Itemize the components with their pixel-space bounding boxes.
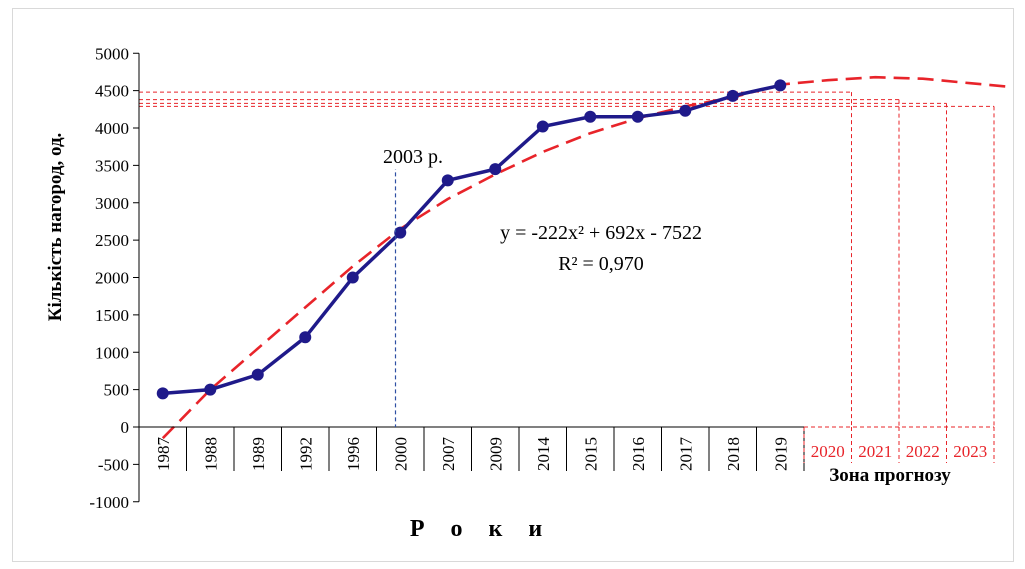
data-point: [679, 104, 692, 117]
x-ticks: 1987 1988 1989 1992 1996 2000 2007 2009 2014 2015…: [138, 427, 805, 472]
x-tick-label: 2015: [581, 437, 600, 471]
data-point: [536, 120, 549, 133]
y-axis-label: Кількість нагород, од.: [45, 133, 66, 322]
series-line: [156, 79, 787, 400]
data-point: [394, 226, 407, 239]
y-tick-label: 4000: [95, 119, 129, 138]
x-tick-label: 2017: [676, 437, 695, 472]
data-point: [774, 79, 787, 92]
y-tick-label: 1000: [95, 343, 129, 362]
chart-canvas: 5000450040003500300025002000150010005000…: [45, 44, 1013, 542]
data-point: [584, 110, 597, 123]
trend-curve: [161, 75, 1013, 440]
y-tick-label: 3000: [95, 194, 129, 213]
x-tick-label: 1987: [154, 437, 173, 472]
axes: [138, 53, 804, 502]
x-tick-label: 2016: [629, 437, 648, 471]
x-tick-label: 2019: [771, 437, 790, 471]
trend-line: [161, 75, 1013, 440]
forecast-tick-label: 2022: [906, 442, 940, 461]
x-tick-label: 2009: [486, 437, 505, 471]
data-point: [251, 368, 264, 381]
y-tick-label: 2000: [95, 269, 129, 288]
data-point: [204, 383, 217, 396]
x-tick-label: 1989: [249, 437, 268, 471]
x-tick-label: 2000: [391, 437, 410, 471]
y-tick-label: -500: [98, 455, 129, 474]
y-tick-label: 3500: [95, 156, 129, 175]
y-tick-label: 0: [121, 418, 130, 437]
marker-label-bg: [351, 131, 477, 169]
x-tick-label: 1992: [296, 437, 315, 471]
forecast-tick-label: 2021: [858, 442, 892, 461]
marker-label: 2003 р.: [383, 146, 443, 168]
x-axis-label: Р о к и: [410, 516, 552, 542]
data-point: [726, 89, 739, 102]
y-tick-label: -1000: [89, 493, 129, 512]
x-tick-label: 2018: [724, 437, 743, 471]
data-point: [489, 163, 502, 176]
x-tick-label: 1988: [201, 437, 220, 471]
data-point: [441, 174, 454, 187]
forecast-tick-label: 2023: [953, 442, 987, 461]
data-point: [156, 387, 169, 400]
series-path: [162, 83, 781, 396]
x-tick-label: 1996: [344, 437, 363, 471]
y-tick-label: 2500: [95, 231, 129, 250]
y-ticks: 5000450040003500300025002000150010005000…: [89, 44, 139, 512]
trend-r2: R² = 0,970: [558, 253, 644, 275]
x-tick-label: 2014: [534, 437, 553, 472]
y-tick-label: 1500: [95, 306, 129, 325]
y-tick-label: 5000: [95, 44, 129, 63]
forecast-tick-label: 2020: [811, 442, 845, 461]
forecast-zone: 2020 2021 2022 2023: [139, 91, 995, 463]
data-point: [346, 271, 359, 284]
chart-frame: 5000 4500 4000 3500 3000 2500 2000 1500 1000 500 0…: [12, 8, 1014, 562]
data-point: [631, 110, 644, 123]
trend-equation: y = -222x² + 692x - 7522: [500, 222, 702, 244]
x-tick-label: 2007: [439, 437, 458, 472]
data-point: [299, 331, 312, 344]
y-tick-label: 4500: [95, 82, 129, 101]
y-tick-label: 500: [104, 381, 130, 400]
forecast-zone-label: Зона прогнозу: [829, 465, 951, 486]
